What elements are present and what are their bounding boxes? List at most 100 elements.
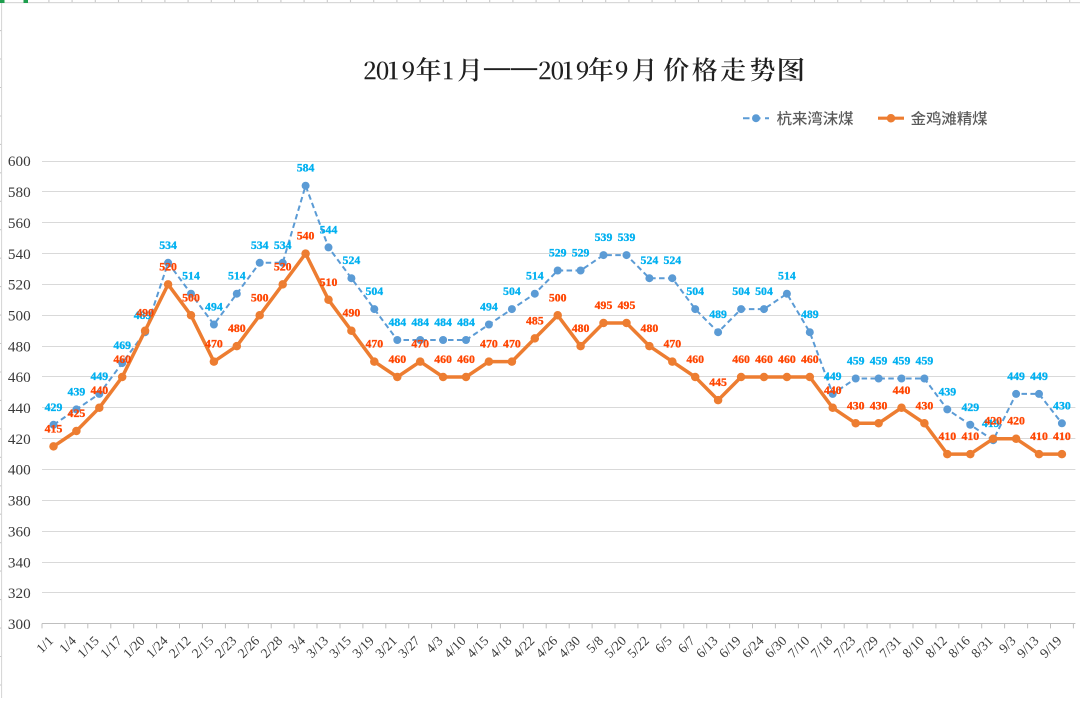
svg-text:490: 490 <box>136 306 154 320</box>
svg-text:470: 470 <box>365 337 383 351</box>
svg-text:460: 460 <box>434 352 452 366</box>
svg-text:469: 469 <box>113 338 131 352</box>
svg-text:489: 489 <box>134 308 152 322</box>
svg-text:470: 470 <box>480 337 498 351</box>
svg-text:504: 504 <box>686 284 704 298</box>
svg-text:460: 460 <box>113 352 131 366</box>
svg-text:449: 449 <box>1030 369 1048 383</box>
svg-text:520: 520 <box>274 259 292 273</box>
svg-text:470: 470 <box>663 337 681 351</box>
svg-text:480: 480 <box>641 321 659 335</box>
svg-text:540: 540 <box>297 229 315 243</box>
svg-text:410: 410 <box>1030 429 1048 443</box>
svg-text:470: 470 <box>411 337 429 351</box>
svg-text:534: 534 <box>159 238 177 252</box>
svg-text:494: 494 <box>205 300 223 314</box>
svg-text:440: 440 <box>90 383 108 397</box>
svg-text:440: 440 <box>893 383 911 397</box>
svg-text:449: 449 <box>1007 369 1025 383</box>
svg-text:504: 504 <box>503 284 521 298</box>
svg-text:445: 445 <box>709 375 727 389</box>
svg-text:524: 524 <box>343 253 361 267</box>
svg-text:420: 420 <box>1007 414 1025 428</box>
svg-text:514: 514 <box>228 269 246 283</box>
svg-text:470: 470 <box>205 337 223 351</box>
svg-text:560: 560 <box>8 215 31 232</box>
svg-text:420: 420 <box>984 414 1002 428</box>
svg-text:459: 459 <box>916 354 934 368</box>
svg-text:460: 460 <box>732 352 750 366</box>
svg-text:480: 480 <box>228 321 246 335</box>
svg-text:495: 495 <box>595 298 613 312</box>
svg-text:504: 504 <box>365 284 383 298</box>
svg-text:500: 500 <box>182 290 200 304</box>
svg-text:494: 494 <box>480 300 498 314</box>
svg-text:439: 439 <box>68 384 86 398</box>
svg-text:514: 514 <box>778 269 796 283</box>
svg-text:430: 430 <box>847 398 865 412</box>
svg-text:490: 490 <box>343 306 361 320</box>
svg-text:514: 514 <box>182 269 200 283</box>
svg-text:489: 489 <box>801 307 819 321</box>
svg-text:429: 429 <box>45 400 63 414</box>
svg-text:440: 440 <box>824 383 842 397</box>
svg-text:460: 460 <box>8 369 31 386</box>
svg-text:480: 480 <box>572 321 590 335</box>
svg-text:460: 460 <box>755 352 773 366</box>
svg-text:459: 459 <box>870 354 888 368</box>
svg-text:410: 410 <box>1053 429 1071 443</box>
svg-text:534: 534 <box>274 238 292 252</box>
svg-text:460: 460 <box>686 352 704 366</box>
svg-text:600: 600 <box>8 153 31 170</box>
svg-text:449: 449 <box>90 369 108 383</box>
svg-text:460: 460 <box>388 352 406 366</box>
svg-text:540: 540 <box>8 246 31 263</box>
svg-text:580: 580 <box>8 184 31 201</box>
svg-text:484: 484 <box>457 315 475 329</box>
svg-text:544: 544 <box>320 222 338 236</box>
svg-text:539: 539 <box>595 230 613 244</box>
svg-text:529: 529 <box>572 246 590 260</box>
svg-text:524: 524 <box>663 253 681 267</box>
svg-text:484: 484 <box>434 315 452 329</box>
svg-text:460: 460 <box>778 352 796 366</box>
svg-text:459: 459 <box>847 354 865 368</box>
svg-text:514: 514 <box>526 269 544 283</box>
svg-text:400: 400 <box>8 462 31 479</box>
svg-text:484: 484 <box>388 315 406 329</box>
svg-text:430: 430 <box>916 398 934 412</box>
svg-text:410: 410 <box>938 429 956 443</box>
svg-text:489: 489 <box>709 307 727 321</box>
svg-text:500: 500 <box>549 290 567 304</box>
svg-text:500: 500 <box>8 308 31 325</box>
svg-text:504: 504 <box>732 284 750 298</box>
svg-text:419: 419 <box>982 416 1000 430</box>
svg-text:504: 504 <box>755 284 773 298</box>
svg-text:439: 439 <box>938 384 956 398</box>
svg-text:484: 484 <box>411 315 429 329</box>
svg-text:534: 534 <box>251 238 269 252</box>
svg-text:415: 415 <box>45 421 63 435</box>
svg-text:440: 440 <box>8 400 31 417</box>
svg-text:360: 360 <box>8 523 31 540</box>
svg-text:430: 430 <box>1053 398 1071 412</box>
svg-text:429: 429 <box>961 400 979 414</box>
svg-text:460: 460 <box>801 352 819 366</box>
svg-text:529: 529 <box>549 246 567 260</box>
svg-text:485: 485 <box>526 313 544 327</box>
svg-text:459: 459 <box>893 354 911 368</box>
svg-text:449: 449 <box>824 369 842 383</box>
svg-text:425: 425 <box>68 406 86 420</box>
svg-text:430: 430 <box>870 398 888 412</box>
svg-text:510: 510 <box>320 275 338 289</box>
svg-text:524: 524 <box>641 253 659 267</box>
svg-text:500: 500 <box>251 290 269 304</box>
svg-text:520: 520 <box>159 259 177 273</box>
svg-text:420: 420 <box>8 431 31 448</box>
svg-text:539: 539 <box>618 230 636 244</box>
svg-text:340: 340 <box>8 554 31 571</box>
svg-text:320: 320 <box>8 585 31 602</box>
svg-text:495: 495 <box>618 298 636 312</box>
svg-text:520: 520 <box>8 277 31 294</box>
svg-text:410: 410 <box>961 429 979 443</box>
